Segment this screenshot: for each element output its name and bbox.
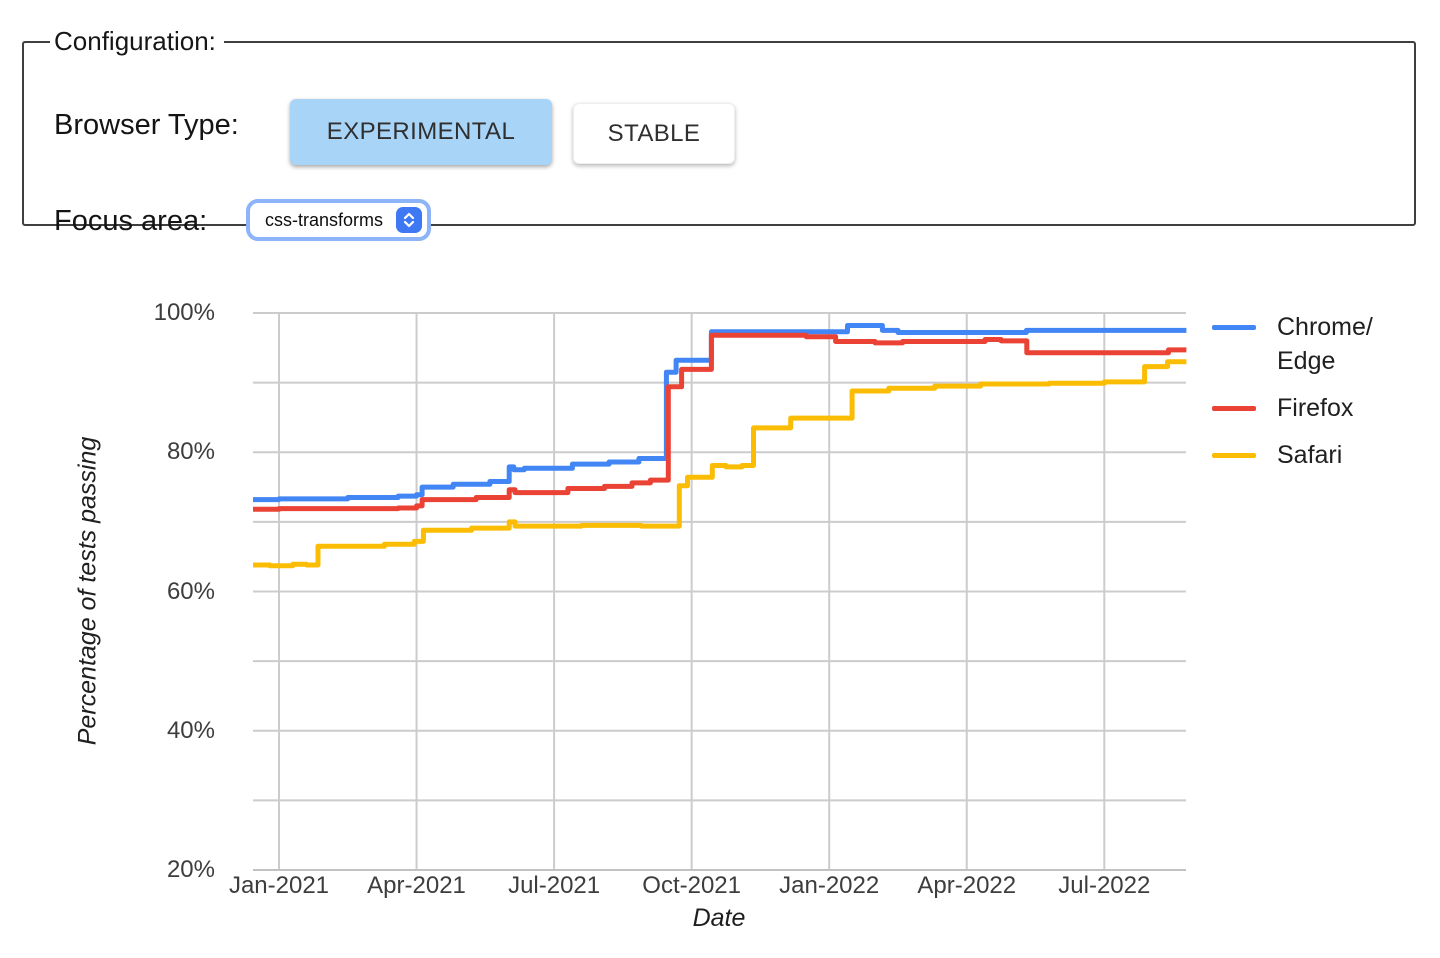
y-tick-label: 40% xyxy=(166,716,215,744)
focus-area-select[interactable]: css-transforms xyxy=(246,199,432,241)
x-tick-label: Jul-2022 xyxy=(1058,872,1151,899)
series-line-firefox xyxy=(253,332,1187,512)
series-line-safari xyxy=(253,359,1187,569)
y-axis-title: Percentage of tests passing xyxy=(73,436,102,746)
x-axis-title: Date xyxy=(692,904,746,932)
legend-item-safari: Safari xyxy=(1212,438,1373,472)
legend-item-chrome-edge: Chrome/ Edge xyxy=(1212,310,1373,378)
x-tick-label: Apr-2022 xyxy=(917,872,1017,899)
configuration-panel: Configuration: Browser Type: EXPERIMENTA… xyxy=(22,26,1416,241)
select-up-down-icon xyxy=(396,207,423,233)
legend-label-firefox: Firefox xyxy=(1277,394,1354,422)
x-tick-label: Jan-2022 xyxy=(779,872,880,899)
chart-legend: Chrome/ Edge Firefox Safari xyxy=(1212,310,1373,485)
x-tick-label: Jan-2021 xyxy=(228,872,330,899)
y-tick-label: 20% xyxy=(166,856,215,883)
x-tick-label: Jul-2021 xyxy=(508,872,601,899)
chart-plot-area[interactable] xyxy=(253,306,1188,878)
y-tick-label: 60% xyxy=(166,577,215,605)
legend-label-chrome-edge: Chrome/ Edge xyxy=(1277,313,1373,375)
y-tick-label: 80% xyxy=(166,438,215,466)
legend-item-firefox: Firefox xyxy=(1212,391,1373,425)
y-tick-label: 100% xyxy=(153,299,215,326)
series-line-chrome-edge xyxy=(253,323,1187,503)
focus-area-selected-value: css-transforms xyxy=(265,209,384,230)
browser-type-experimental-button[interactable]: EXPERIMENTAL xyxy=(290,99,552,165)
browser-type-label: Browser Type: xyxy=(54,109,239,141)
legend-line-swatch-safari xyxy=(1212,453,1256,458)
x-tick-label: Apr-2021 xyxy=(367,872,466,899)
legend-line-swatch-firefox xyxy=(1212,406,1256,411)
browser-type-stable-button[interactable]: STABLE xyxy=(573,103,735,164)
legend-label-safari: Safari xyxy=(1277,441,1343,469)
legend-line-swatch-chrome-edge xyxy=(1212,325,1256,330)
configuration-legend: Configuration: xyxy=(54,26,216,56)
x-tick-label: Oct-2021 xyxy=(642,872,741,899)
focus-area-label: Focus area: xyxy=(54,205,208,237)
